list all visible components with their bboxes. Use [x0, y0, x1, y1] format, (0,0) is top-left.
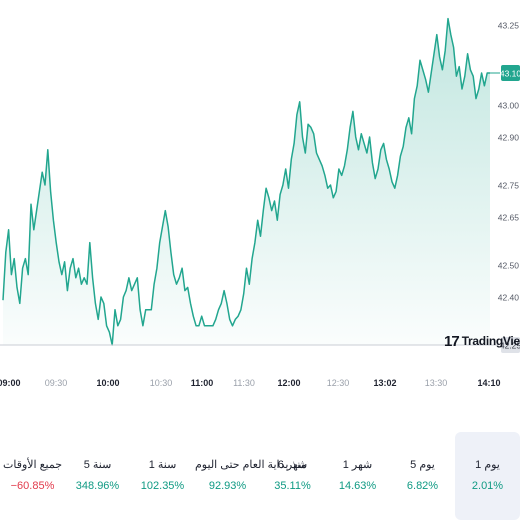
price-tick-label: 42.90 [498, 133, 520, 143]
base-price-label: 42.25 [500, 340, 520, 350]
time-tick-label: 12:30 [327, 378, 350, 388]
performance-periods: جميع الأوقات −60.85% 5 سنة 348.96% 1 سنة 102.… [0, 432, 520, 520]
period-label: 1 سنة [148, 459, 177, 471]
tradingview-logo[interactable]: 17 TradingView [444, 330, 520, 352]
price-tick-label: 42.75 [498, 181, 520, 191]
current-price-badge [501, 65, 520, 81]
period-tab[interactable]: 1 يوم 2.01% [455, 432, 520, 520]
time-tick-label: 09:30 [45, 378, 68, 388]
chart-area-layer [2, 17, 490, 346]
period-change-value: 14.63% [338, 480, 377, 492]
time-tick-label: 10:30 [150, 378, 173, 388]
time-tick-label: 11:30 [233, 378, 255, 388]
period-label: 1 يوم [475, 459, 500, 471]
tradingview-logo-mark: 17 [444, 332, 460, 350]
base-price-badge [501, 337, 520, 353]
period-label: 6 شهر [277, 459, 308, 471]
price-tick-label: 43.25 [498, 21, 520, 31]
time-axis: 09:00 09:30 10:00 10:30 11:00 11:30 12:00 12:30… [0, 378, 501, 388]
period-tab[interactable]: 5 يوم 6.82% [390, 432, 455, 520]
period-label: منذ بداية العام حتى اليوم [195, 459, 307, 471]
current-price-label: 43.10 [500, 68, 520, 78]
chart-baseline-layer [0, 72, 500, 346]
period-tab[interactable]: جميع الأوقات −60.85% [0, 432, 65, 520]
time-tick-label: 13:02 [373, 378, 396, 388]
period-label: 1 شهر [342, 459, 373, 471]
tradingview-logo-text: TradingView [461, 334, 520, 348]
price-chart[interactable]: 43.25 43.10 43.00 42.90 42.75 42.65 42.50 42.40… [0, 0, 520, 400]
price-tick-label: 42.65 [498, 213, 520, 223]
price-axis: 43.25 43.10 43.00 42.90 42.75 42.65 42.50 42.40… [498, 21, 520, 353]
time-tick-label: 14:10 [477, 378, 500, 388]
period-change-value: 92.93% [208, 480, 247, 492]
period-change-value: 102.35% [140, 480, 185, 492]
period-change-value: 2.01% [471, 480, 504, 492]
period-change-value: 35.11% [274, 480, 311, 492]
series-area-fill [3, 18, 490, 345]
price-tick-label: 42.50 [498, 261, 520, 271]
period-label: 5 يوم [410, 459, 435, 471]
period-tab[interactable]: منذ بداية العام حتى اليوم 92.93% [195, 432, 307, 520]
period-tab[interactable]: 6 شهر 35.11% [260, 432, 325, 520]
period-tab[interactable]: 5 سنة 348.96% [65, 432, 130, 520]
period-label: جميع الأوقات [3, 459, 62, 471]
price-tick-label: 42.40 [498, 293, 520, 303]
period-change-value: 348.96% [75, 480, 120, 492]
time-tick-label: 13:30 [425, 378, 448, 388]
price-tick-label: 43.00 [498, 101, 520, 111]
time-tick-label: 12:00 [277, 378, 300, 388]
period-change-value: 6.82% [406, 480, 439, 492]
period-label: 5 سنة [83, 459, 112, 471]
period-change-value: −60.85% [10, 480, 55, 492]
period-tab[interactable]: 1 شهر 14.63% [325, 432, 390, 520]
time-tick-label: 11:00 [191, 378, 214, 388]
series-line [2, 17, 490, 346]
time-tick-label: 09:00 [0, 378, 21, 388]
time-tick-label: 10:00 [96, 378, 119, 388]
period-tab[interactable]: 1 سنة 102.35% [130, 432, 195, 520]
